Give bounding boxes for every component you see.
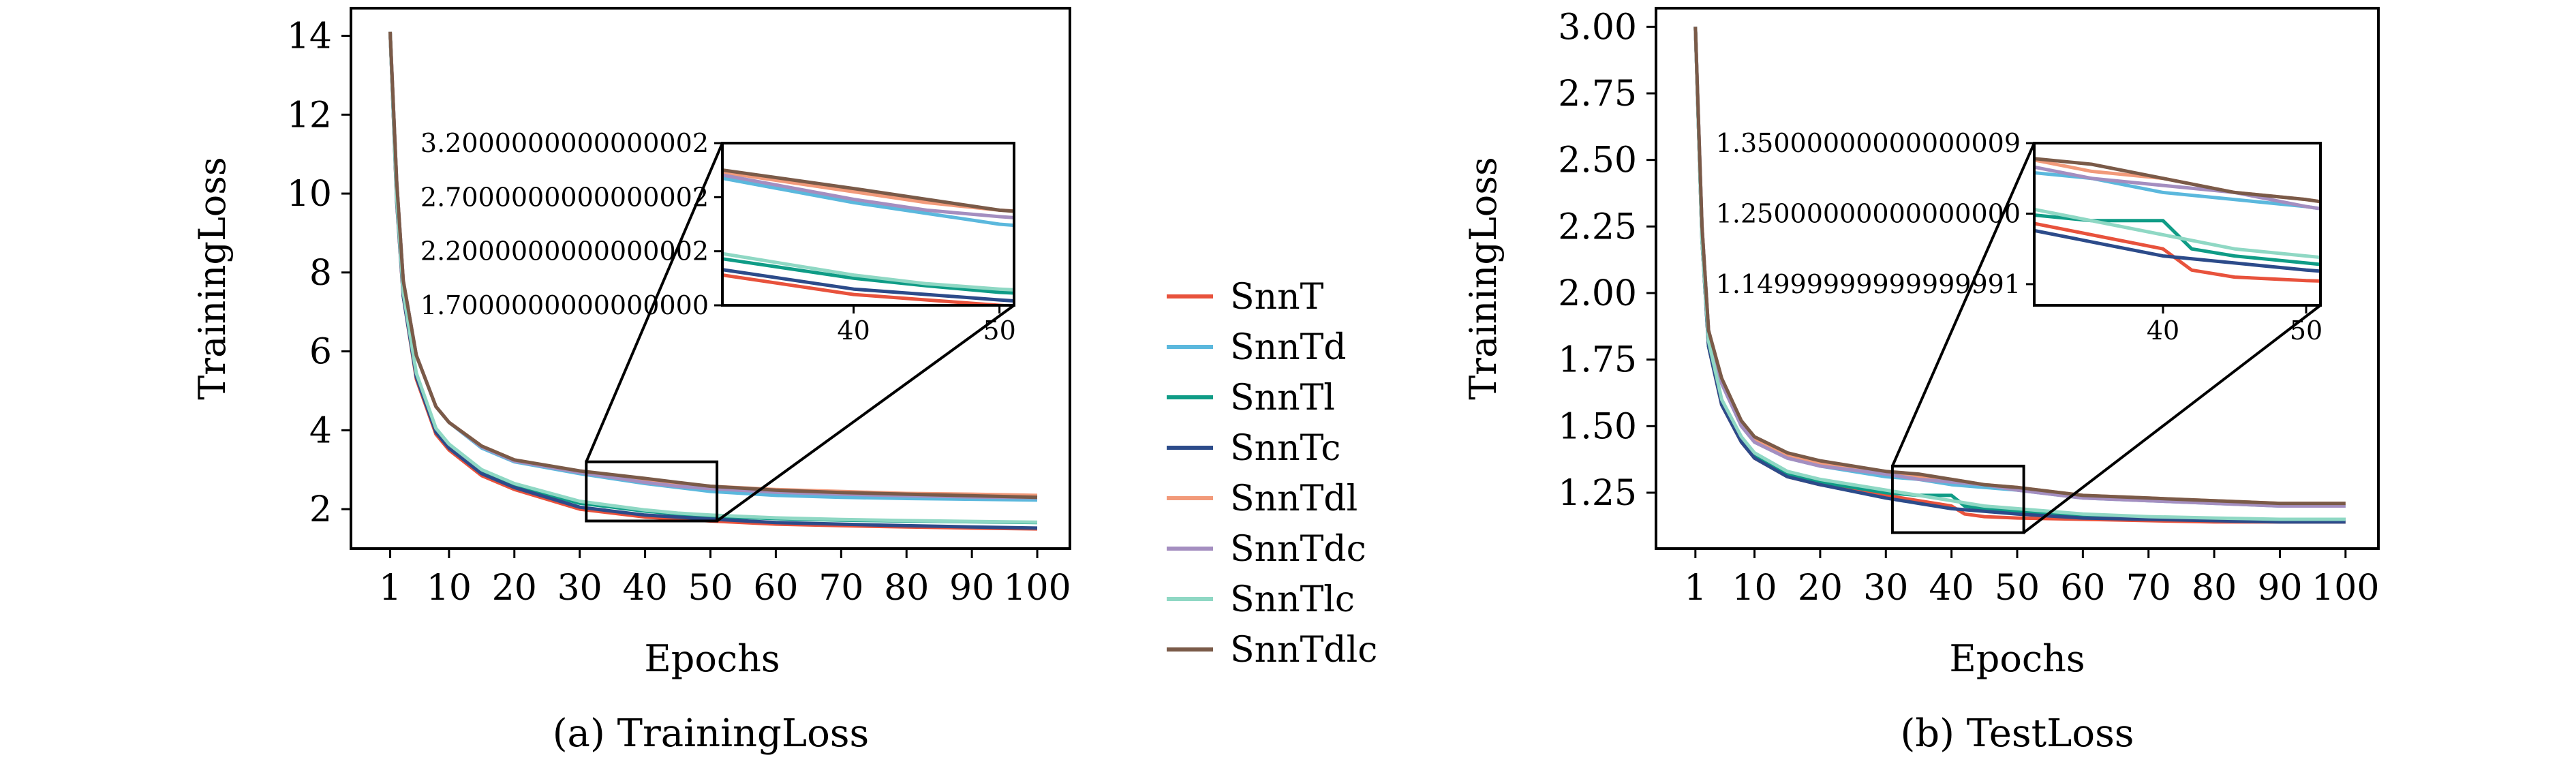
inset-series-line-snntdlc [2034, 157, 2320, 204]
inset-y-tick-label: 2.7000000000000002 [420, 182, 709, 212]
y-tick-label: 10 [287, 174, 332, 215]
inset-y-tick-label: 1.35000000000000009 [1716, 128, 2021, 158]
inset-series-line-snntc [2034, 228, 2320, 273]
y-tick-label: 2.50 [1558, 140, 1637, 181]
legend-label-snntlc: SnnTlc [1230, 579, 1355, 620]
y-tick-label: 14 [287, 16, 332, 57]
series-lines [388, 31, 1038, 531]
x-tick-label: 100 [2312, 568, 2379, 609]
y-tick-label: 2.75 [1558, 74, 1637, 114]
x-tick-label: 90 [949, 568, 994, 609]
x-tick-label: 50 [1995, 568, 2040, 609]
inset-x-tick-label: 50 [983, 316, 1015, 346]
x-tick-label: 60 [2060, 568, 2105, 609]
panel-test-loss: 1 10 20 30 40 50 60 70 80 90 100 1.25 1.50 1.75 2.00 2.… [1462, 7, 2380, 756]
series-lines [1693, 27, 2346, 524]
x-tick-label: 80 [884, 568, 929, 609]
x-tick-label: 60 [753, 568, 798, 609]
x-tick-label: 70 [2126, 568, 2171, 609]
y-tick-label: 2.00 [1558, 273, 1637, 314]
x-tick-label: 70 [818, 568, 863, 609]
x-tick-label: 1 [1684, 568, 1706, 609]
legend-label-snntd: SnnTd [1230, 327, 1347, 368]
inset-frame [721, 142, 1015, 307]
y-tick-label: 1.50 [1558, 406, 1637, 447]
legend-label-snntdlc: SnnTdlc [1230, 630, 1377, 671]
series-line-snntlc [388, 31, 1038, 524]
x-tick-label: 20 [492, 568, 537, 609]
inset-axes: 40 50 1.14999999999999991 1.250000000000000… [1716, 128, 2322, 346]
y-tick-label: 12 [287, 95, 332, 136]
x-tick-label: 50 [688, 568, 733, 609]
zoom-region-box [1890, 464, 2025, 534]
y-tick-label: 8 [309, 253, 332, 294]
x-tick-label: 100 [1003, 568, 1071, 609]
y-tick-label: 4 [309, 410, 332, 451]
panel-caption: (b) TestLoss [1900, 711, 2134, 756]
inset-series-lines [2034, 157, 2320, 283]
y-axis-label: TrainingLoss [191, 157, 234, 399]
zoom-region-box [585, 460, 719, 523]
panel-training-loss: 1 10 20 30 40 50 60 70 80 90 100 2 4 6 8 10 12 14 Epochs Tr… [191, 7, 1071, 756]
x-tick-label: 90 [2257, 568, 2302, 609]
inset-y-tick-label: 1.7000000000000000 [420, 290, 709, 320]
zoom-connector [716, 304, 1015, 523]
inset-series-line-snnt [2034, 221, 2320, 283]
y-tick-label: 2 [309, 489, 332, 530]
x-tick-label: 30 [1863, 568, 1908, 609]
inset-series-line-snntlc [2034, 207, 2320, 260]
y-tick-label: 2.25 [1558, 206, 1637, 247]
inset-series-line-snntdc [2034, 165, 2320, 211]
inset-y-tick-label: 1.25000000000000000 [1716, 198, 2021, 228]
inset-series-line-snntd [2034, 170, 2320, 211]
inset-y-tick-label: 1.14999999999999991 [1716, 269, 2021, 299]
inset-series-line-snntdl [2034, 158, 2320, 204]
inset-y-tick-label: 2.2000000000000002 [420, 236, 709, 266]
panel-caption: (a) TrainingLoss [553, 711, 870, 756]
legend: SnnT SnnTd SnnTl SnnTc SnnTdl SnnTdc SnnTlc Snn… [1167, 277, 1377, 671]
inset-frame [2033, 142, 2322, 307]
series-line-snntdlc [388, 31, 1038, 500]
series-line-snntlc [1693, 27, 2346, 521]
x-tick-label: 80 [2192, 568, 2237, 609]
y-tick-label: 1.75 [1558, 340, 1637, 381]
inset-x-tick-label: 40 [2147, 316, 2179, 346]
legend-label-snntdl: SnnTdl [1230, 478, 1358, 519]
x-tick-label: 1 [379, 568, 401, 609]
zoom-connector [1891, 142, 2036, 467]
y-tick-label: 3.00 [1558, 7, 1637, 48]
zoom-connector [585, 142, 724, 463]
legend-label-snnt: SnnT [1230, 277, 1324, 318]
zoom-connector [2023, 304, 2322, 534]
x-tick-label: 10 [427, 568, 472, 609]
y-tick-label: 6 [309, 332, 332, 373]
x-axis-label: Epochs [1949, 637, 2085, 680]
x-tick-label: 10 [1732, 568, 1777, 609]
x-axis-label: Epochs [644, 637, 780, 680]
x-tick-label: 40 [623, 568, 668, 609]
inset-x-tick-label: 40 [837, 316, 870, 346]
inset-axes: 40 50 1.7000000000000000 2.2000000000000002… [420, 128, 1016, 346]
x-tick-label: 30 [557, 568, 602, 609]
x-tick-label: 20 [1798, 568, 1843, 609]
series-line-snntdlc [1693, 27, 2346, 506]
x-tick-label: 40 [1929, 568, 1974, 609]
legend-label-snntdc: SnnTdc [1230, 529, 1366, 570]
legend-label-snntc: SnnTc [1230, 428, 1340, 469]
legend-label-snntl: SnnTl [1230, 378, 1335, 418]
inset-y-tick-label: 3.2000000000000002 [420, 128, 709, 158]
y-tick-label: 1.25 [1558, 473, 1637, 514]
y-axis-label: TrainingLoss [1462, 157, 1505, 399]
inset-x-tick-label: 50 [2290, 316, 2322, 346]
